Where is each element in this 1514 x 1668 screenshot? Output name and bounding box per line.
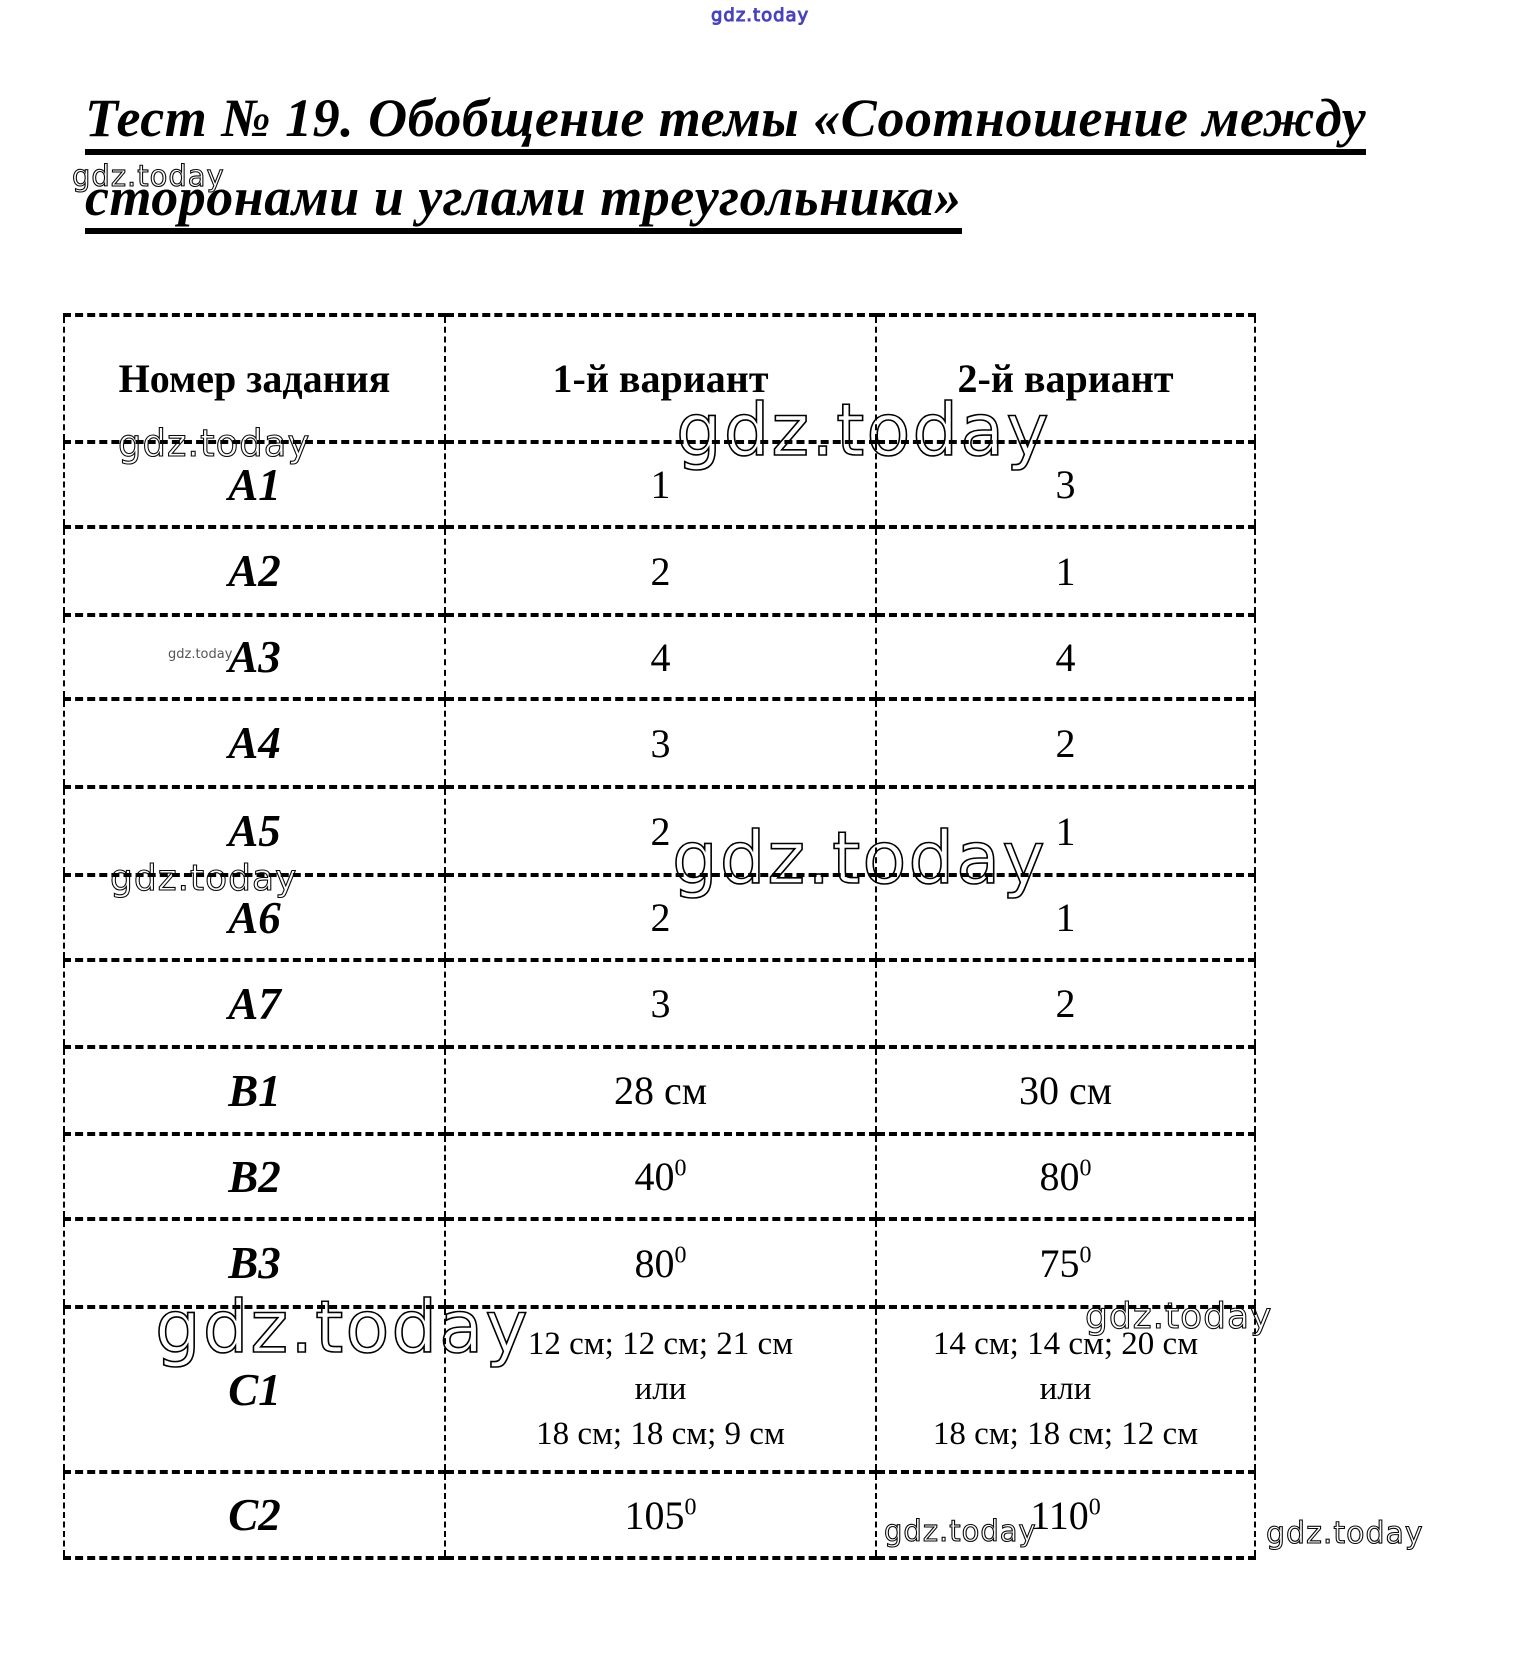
variant2-answer: 1 [875, 873, 1256, 962]
watermark-gdz-today-top: gdz.today [710, 5, 810, 26]
variant2-answer: 30 см [875, 1045, 1256, 1136]
degree-superscript: 0 [1088, 1494, 1101, 1521]
variant1-answer: 1 [444, 440, 877, 529]
watermark-gdz-today-bottom-right: gdz.today [1265, 1516, 1424, 1551]
variant2-answer: 800 [875, 1132, 1256, 1221]
variant1-answer: 1050 [444, 1470, 877, 1560]
variant2-answer: 1 [875, 785, 1256, 877]
table-row-a7: А7 3 2 [63, 958, 1256, 1049]
degree-superscript: 0 [684, 1494, 697, 1521]
variant1-answer: 3 [444, 697, 877, 789]
task-label: В3 [63, 1217, 446, 1309]
degree-superscript: 0 [1079, 1155, 1092, 1182]
answer-line: или [634, 1371, 687, 1407]
task-label: А7 [63, 958, 446, 1049]
task-label: А3 [63, 613, 446, 701]
task-label: А4 [63, 697, 446, 789]
variant2-answer: 750 [875, 1217, 1256, 1309]
variant1-answer: 28 см [444, 1045, 877, 1136]
variant2-answer: 2 [875, 697, 1256, 789]
task-label: А1 [63, 440, 446, 529]
col-header-variant1: 1-й вариант [444, 313, 877, 444]
variant2-answer: 4 [875, 613, 1256, 701]
table-row-a3: А3 4 4 [63, 613, 1256, 701]
answer-line: или [1039, 1371, 1092, 1407]
degree-superscript: 0 [1079, 1242, 1092, 1269]
table-row-a5: А5 2 1 [63, 785, 1256, 877]
table-header-row: Номер задания 1-й вариант 2-й вариант [63, 313, 1256, 444]
col-header-variant2: 2-й вариант [875, 313, 1256, 444]
answers-table: Номер задания 1-й вариант 2-й вариант А1… [63, 313, 1256, 1560]
task-label: А2 [63, 525, 446, 617]
table-row-a6: А6 2 1 [63, 873, 1256, 962]
task-label: С2 [63, 1470, 446, 1560]
variant1-answer: 4 [444, 613, 877, 701]
task-label: А5 [63, 785, 446, 877]
answer-line: 18 см; 18 см; 12 см [932, 1416, 1199, 1452]
task-label: В1 [63, 1045, 446, 1136]
table-row-c2: С2 1050 1100 [63, 1470, 1256, 1560]
table-row-c1: С1 12 см; 12 см; 21 см или 18 см; 18 см;… [63, 1305, 1256, 1474]
variant1-answer: 800 [444, 1217, 877, 1309]
task-label: А6 [63, 873, 446, 962]
page-title: Тест № 19. Обобщение темы «Соотношение м… [85, 90, 1367, 234]
variant2-answer: 14 см; 14 см; 20 см или 18 см; 18 см; 12… [875, 1305, 1256, 1474]
variant1-answer: 2 [444, 873, 877, 962]
variant1-answer: 3 [444, 958, 877, 1049]
task-label: С1 [63, 1305, 446, 1474]
table-row-a4: А4 3 2 [63, 697, 1256, 789]
table-row-b1: В1 28 см 30 см [63, 1045, 1256, 1136]
page-title-line2: сторонами и углами треугольника» [85, 169, 962, 234]
variant1-answer: 400 [444, 1132, 877, 1221]
answer-line: 18 см; 18 см; 9 см [536, 1416, 785, 1452]
variant1-answer: 2 [444, 525, 877, 617]
variant2-answer: 1 [875, 525, 1256, 617]
table-row-a2: А2 2 1 [63, 525, 1256, 617]
variant2-answer: 1100 [875, 1470, 1256, 1560]
variant2-answer: 2 [875, 958, 1256, 1049]
degree-superscript: 0 [674, 1242, 687, 1269]
table-row-b3: В3 800 750 [63, 1217, 1256, 1309]
answer-line: 12 см; 12 см; 21 см [527, 1326, 794, 1362]
table-row-b2: В2 400 800 [63, 1132, 1256, 1221]
degree-superscript: 0 [674, 1155, 687, 1182]
variant2-answer: 3 [875, 440, 1256, 529]
page-title-line1: Тест № 19. Обобщение темы «Соотношение м… [85, 90, 1367, 155]
task-label: В2 [63, 1132, 446, 1221]
answer-line: 14 см; 14 см; 20 см [932, 1326, 1199, 1362]
table-row-a1: А1 1 3 [63, 440, 1256, 529]
variant1-answer: 2 [444, 785, 877, 877]
variant1-answer: 12 см; 12 см; 21 см или 18 см; 18 см; 9 … [444, 1305, 877, 1474]
col-header-task-number: Номер задания [63, 313, 446, 444]
